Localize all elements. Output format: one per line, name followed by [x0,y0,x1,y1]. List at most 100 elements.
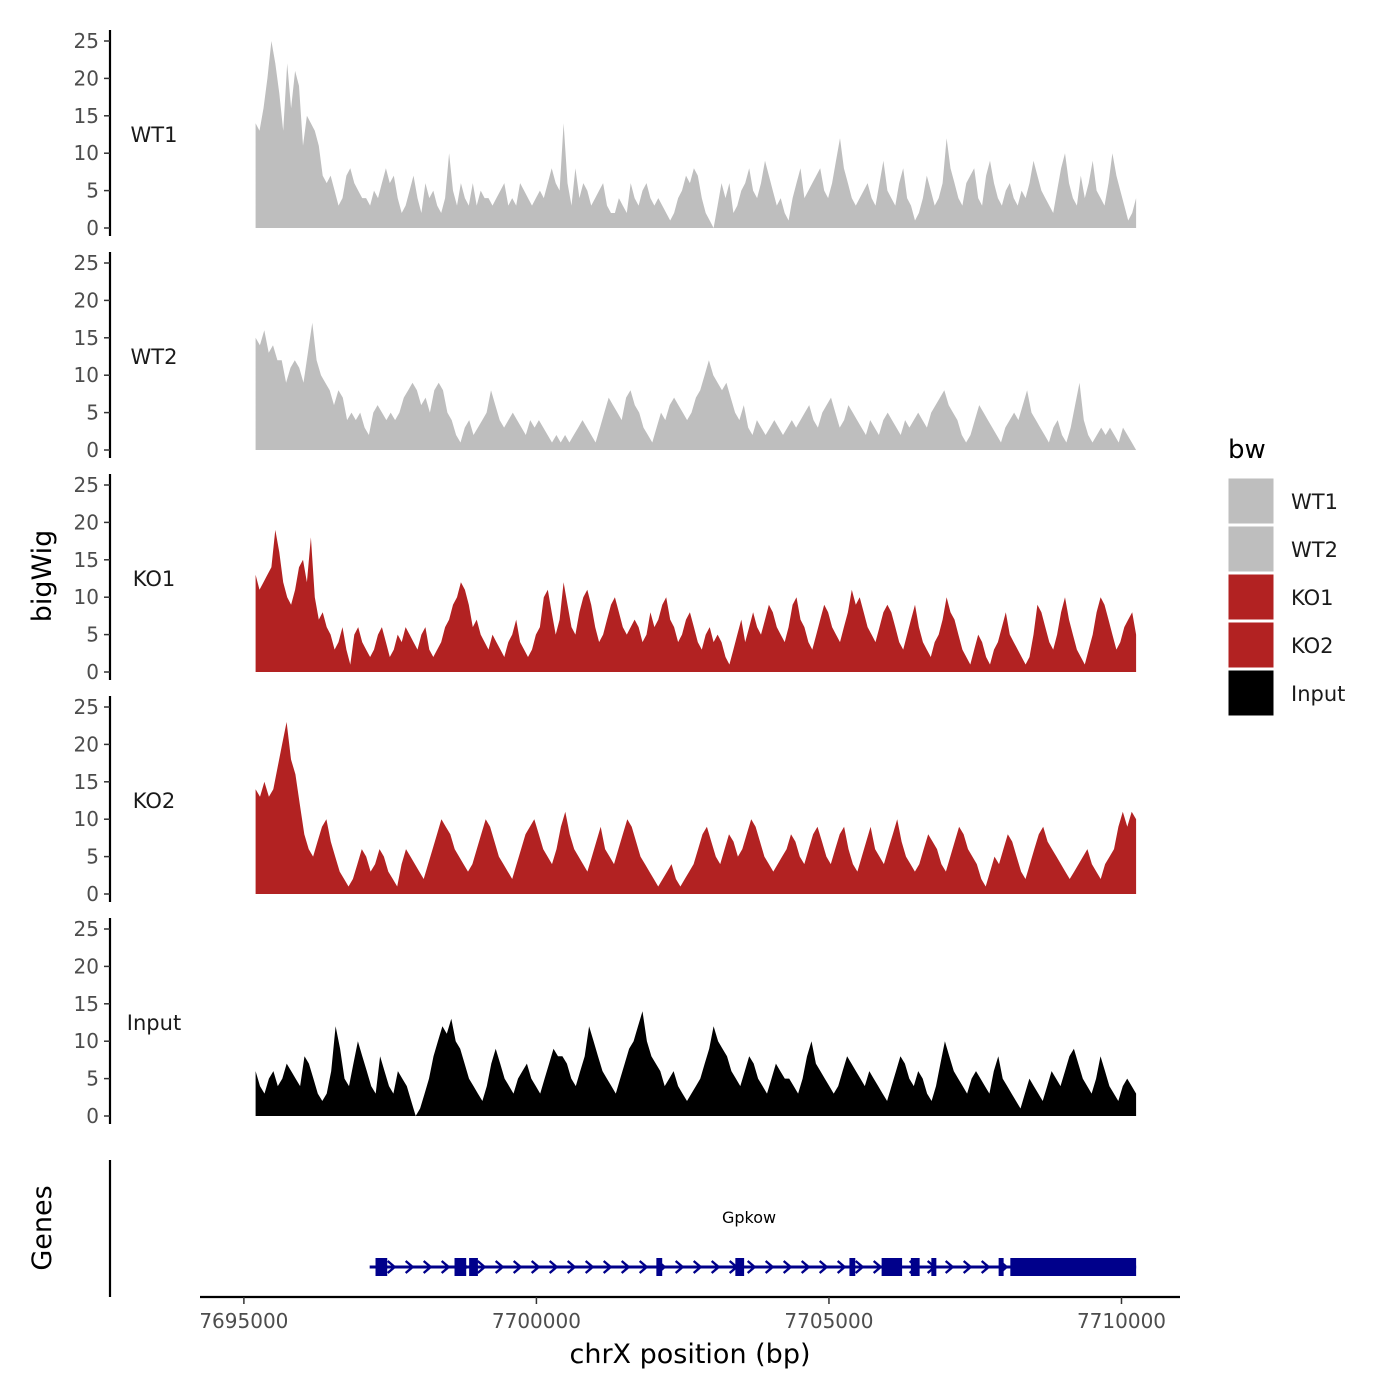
gene-name-label: Gpkow [722,1208,776,1227]
y-tick-label: 15 [74,548,99,572]
y-tick-label: 15 [74,992,99,1016]
y-tick-label: 10 [74,585,99,609]
y-tick-label: 5 [86,845,99,869]
exon [881,1258,903,1276]
strand-arrow [494,1260,505,1274]
x-tick-label: 7700000 [492,1309,581,1333]
track-ko2: 0 5 10 15 20 25 KO2 [74,695,1137,906]
track-wt1: 0 5 10 15 20 25 WT1 [74,29,1137,240]
strand-arrow [872,1260,883,1274]
strand-arrow [692,1260,703,1274]
strand-arrow [746,1260,757,1274]
exon [1010,1258,1137,1276]
track-wt2: 0 5 10 15 20 25 WT2 [74,251,1137,462]
exon [656,1258,663,1276]
y-tick-label: 5 [86,623,99,647]
legend-swatch-ko2 [1227,621,1275,669]
y-tick-label: 20 [74,732,99,756]
y-tick-label: 0 [86,882,99,906]
x-axis: 7695000 7700000 7705000 7710000 [199,1295,1180,1333]
strand-arrow [386,1260,397,1274]
strand-arrow [944,1260,955,1274]
gene-track: Gpkow [108,1160,1137,1297]
track-label-wt1: WT1 [131,123,178,147]
y-tick-label: 25 [74,917,99,941]
legend-label-wt1: WT1 [1291,490,1338,514]
strand-arrow [836,1260,847,1274]
x-tick-label: 7705000 [784,1309,873,1333]
strand-arrow [800,1260,811,1274]
exon [375,1258,388,1276]
strand-arrow [962,1260,973,1274]
x-tick-label: 7695000 [199,1309,288,1333]
y-tick-label: 20 [74,66,99,90]
strand-arrow [512,1260,523,1274]
strand-arrow [980,1260,991,1274]
strand-arrow [638,1260,649,1274]
y-tick-label: 10 [74,141,99,165]
y-tick-label: 25 [74,473,99,497]
legend-swatch-ko1 [1227,573,1275,621]
y-tick-label: 15 [74,104,99,128]
strand-arrow [476,1260,487,1274]
y-tick-label: 20 [74,954,99,978]
exon [998,1258,1004,1276]
x-tick-label: 7710000 [1077,1309,1166,1333]
y-tick-label: 5 [86,179,99,203]
exon [469,1258,478,1276]
signal-area-wt2 [255,322,1137,450]
exon [849,1258,856,1276]
track-label-ko2: KO2 [133,789,176,813]
y-tick-label: 10 [74,807,99,831]
y-tick-label: 5 [86,401,99,425]
track-label-input: Input [127,1011,181,1035]
strand-arrow [584,1260,595,1274]
signal-area-wt1 [255,41,1137,228]
strand-arrow [548,1260,559,1274]
strand-arrow [422,1260,433,1274]
y-tick-label: 20 [74,510,99,534]
y-tick-label: 0 [86,660,99,684]
legend-title: bw [1228,435,1266,465]
strand-arrow [764,1260,775,1274]
y-tick-label: 20 [74,288,99,312]
bigwig-tracks: 0 5 10 15 20 25 WT1 0 5 10 15 20 25 WT2 0 5 10 15 20 25 KO1 0… [74,29,1137,1128]
legend-label-ko1: KO1 [1291,586,1334,610]
genes-axis-title: Genes [27,1185,58,1270]
legend-swatch-input [1227,669,1275,717]
strand-arrow [440,1260,451,1274]
signal-area-ko1 [255,529,1137,672]
y-axis-title: bigWig [27,530,58,623]
strand-arrow [710,1260,721,1274]
legend-label-ko2: KO2 [1291,634,1334,658]
x-axis-title: chrX position (bp) [569,1339,810,1370]
signal-area-input [255,1011,1137,1116]
track-label-wt2: WT2 [131,345,178,369]
legend-label-wt2: WT2 [1291,538,1338,562]
y-tick-label: 25 [74,695,99,719]
legend-label-input: Input [1291,682,1345,706]
strand-arrow [566,1260,577,1274]
track-label-ko1: KO1 [133,567,176,591]
exon [910,1258,920,1276]
strand-arrow [530,1260,541,1274]
gene-gpkow: Gpkow [369,1208,1137,1276]
legend-swatch-wt1 [1227,477,1275,525]
legend-swatch-wt2 [1227,525,1275,573]
y-tick-label: 25 [74,29,99,53]
y-tick-label: 15 [74,770,99,794]
track-input: 0 5 10 15 20 25 Input [74,917,1137,1128]
y-tick-label: 10 [74,1029,99,1053]
y-tick-label: 0 [86,438,99,462]
legend: bw WT1 WT2 KO1 KO2 Input [1227,435,1345,717]
strand-arrow [620,1260,631,1274]
exon [931,1258,937,1276]
y-tick-label: 25 [74,251,99,275]
y-tick-label: 10 [74,363,99,387]
strand-arrow [818,1260,829,1274]
y-tick-label: 0 [86,216,99,240]
y-tick-label: 5 [86,1067,99,1091]
exon [735,1258,745,1276]
exon [454,1258,467,1276]
